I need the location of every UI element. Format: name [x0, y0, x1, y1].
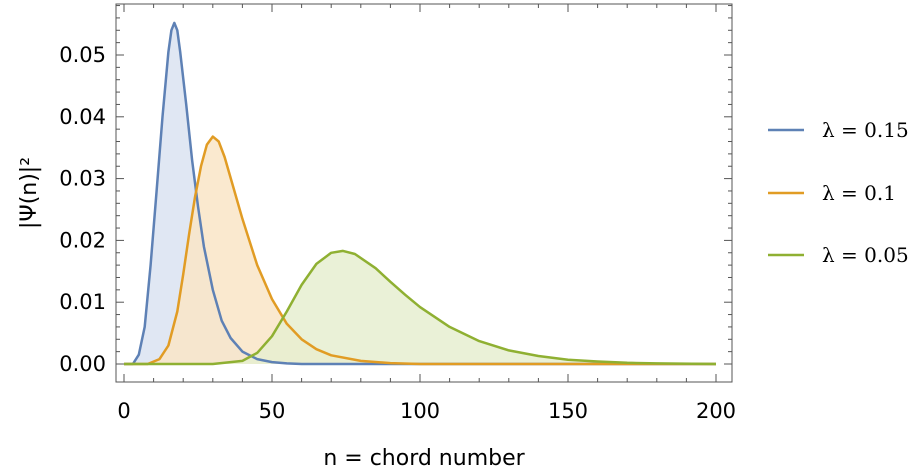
legend-label-1: λ = 0.1 — [822, 181, 896, 205]
y-tick-label: 0.03 — [59, 167, 106, 191]
legend-label-0: λ = 0.15 — [822, 118, 909, 142]
legend-label-2: λ = 0.05 — [822, 243, 909, 267]
y-tick-label: 0.01 — [59, 290, 106, 314]
y-tick-label: 0.04 — [59, 105, 106, 129]
series-line-1 — [124, 135, 716, 366]
legend: λ = 0.15 λ = 0.1 λ = 0.05 — [768, 118, 909, 267]
y-tick-labels: 0.00 0.01 0.02 0.03 0.04 0.05 — [59, 43, 106, 376]
x-tick-label: 50 — [259, 399, 286, 423]
x-tick-label: 200 — [696, 399, 736, 423]
y-tick-label: 0.00 — [59, 352, 106, 376]
x-tick-label: 0 — [117, 399, 130, 423]
series-area-1 — [124, 136, 716, 364]
series-lines — [124, 21, 717, 366]
x-axis-label: n = chord number — [323, 446, 525, 471]
y-tick-label: 0.02 — [59, 228, 106, 252]
x-tick-labels: 0 50 100 150 200 — [117, 399, 736, 423]
y-tick-label: 0.05 — [59, 43, 106, 67]
x-tick-label: 150 — [548, 399, 588, 423]
axis-ticks — [116, 4, 732, 382]
y-axis-label: |Ψ(n)|² — [17, 157, 42, 229]
series-line-2 — [124, 249, 717, 366]
x-tick-label: 100 — [400, 399, 440, 423]
plot-frame — [115, 3, 733, 383]
series-line-0 — [124, 21, 716, 366]
area-fills — [124, 22, 716, 365]
